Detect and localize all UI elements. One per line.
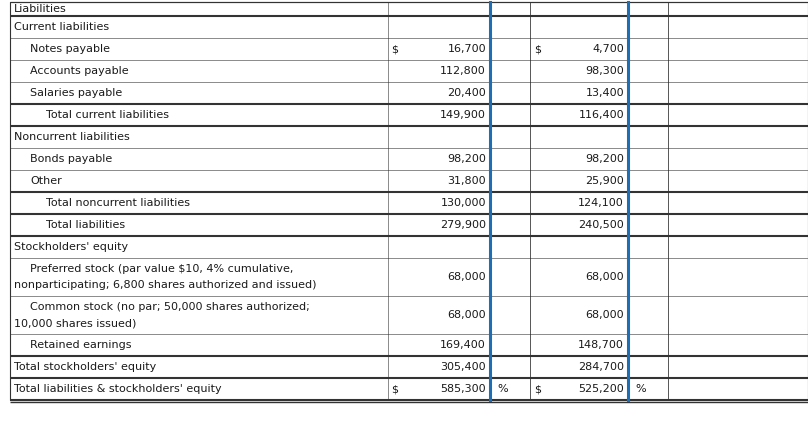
Text: 116,400: 116,400 xyxy=(579,110,624,120)
Text: Bonds payable: Bonds payable xyxy=(30,154,112,164)
Bar xyxy=(10,378,808,400)
Bar xyxy=(10,334,808,356)
Text: Total liabilities: Total liabilities xyxy=(46,220,125,230)
Text: %: % xyxy=(635,384,646,394)
Text: Current liabilities: Current liabilities xyxy=(14,22,109,32)
Text: 98,200: 98,200 xyxy=(585,154,624,164)
Bar xyxy=(10,60,808,82)
Text: 240,500: 240,500 xyxy=(579,220,624,230)
Text: $: $ xyxy=(391,44,398,54)
Text: nonparticipating; 6,800 shares authorized and issued): nonparticipating; 6,800 shares authorize… xyxy=(14,280,317,291)
Text: 305,400: 305,400 xyxy=(440,362,486,372)
Text: 10,000 shares issued): 10,000 shares issued) xyxy=(14,318,137,328)
Text: 112,800: 112,800 xyxy=(440,66,486,76)
Bar xyxy=(10,296,808,334)
Bar xyxy=(10,38,808,60)
Text: 585,300: 585,300 xyxy=(440,384,486,394)
Text: 148,700: 148,700 xyxy=(579,340,624,350)
Text: 284,700: 284,700 xyxy=(578,362,624,372)
Text: 98,300: 98,300 xyxy=(585,66,624,76)
Text: 279,900: 279,900 xyxy=(440,220,486,230)
Text: Notes payable: Notes payable xyxy=(30,44,110,54)
Text: 130,000: 130,000 xyxy=(440,198,486,208)
Text: 124,100: 124,100 xyxy=(579,198,624,208)
Text: %: % xyxy=(497,384,507,394)
Bar xyxy=(10,148,808,170)
Text: 68,000: 68,000 xyxy=(448,272,486,282)
Text: Common stock (no par; 50,000 shares authorized;: Common stock (no par; 50,000 shares auth… xyxy=(30,302,309,312)
Bar xyxy=(10,82,808,104)
Text: Noncurrent liabilities: Noncurrent liabilities xyxy=(14,132,130,142)
Text: Total current liabilities: Total current liabilities xyxy=(46,110,169,120)
Text: 169,400: 169,400 xyxy=(440,340,486,350)
Text: Total liabilities & stockholders' equity: Total liabilities & stockholders' equity xyxy=(14,384,221,394)
Text: 525,200: 525,200 xyxy=(579,384,624,394)
Text: 31,800: 31,800 xyxy=(448,176,486,186)
Bar xyxy=(10,16,808,38)
Text: 68,000: 68,000 xyxy=(448,310,486,320)
Text: Preferred stock (par value $10, 4% cumulative,: Preferred stock (par value $10, 4% cumul… xyxy=(30,264,293,273)
Bar xyxy=(10,2,808,16)
Text: $: $ xyxy=(534,384,541,394)
Text: Total stockholders' equity: Total stockholders' equity xyxy=(14,362,156,372)
Bar xyxy=(10,214,808,236)
Text: 20,400: 20,400 xyxy=(448,88,486,98)
Text: Accounts payable: Accounts payable xyxy=(30,66,128,76)
Text: 25,900: 25,900 xyxy=(585,176,624,186)
Bar xyxy=(10,126,808,148)
Text: 16,700: 16,700 xyxy=(448,44,486,54)
Bar xyxy=(10,170,808,192)
Text: $: $ xyxy=(534,44,541,54)
Text: Retained earnings: Retained earnings xyxy=(30,340,132,350)
Text: Other: Other xyxy=(30,176,61,186)
Text: Liabilities: Liabilities xyxy=(14,4,67,14)
Text: Stockholders' equity: Stockholders' equity xyxy=(14,242,128,252)
Text: 68,000: 68,000 xyxy=(585,272,624,282)
Text: 98,200: 98,200 xyxy=(447,154,486,164)
Text: 13,400: 13,400 xyxy=(585,88,624,98)
Text: Salaries payable: Salaries payable xyxy=(30,88,122,98)
Text: $: $ xyxy=(391,384,398,394)
Bar xyxy=(10,236,808,258)
Bar xyxy=(10,356,808,378)
Text: 4,700: 4,700 xyxy=(592,44,624,54)
Bar xyxy=(10,258,808,296)
Text: Total noncurrent liabilities: Total noncurrent liabilities xyxy=(46,198,190,208)
Text: 149,900: 149,900 xyxy=(440,110,486,120)
Bar xyxy=(10,192,808,214)
Text: 68,000: 68,000 xyxy=(585,310,624,320)
Bar xyxy=(10,104,808,126)
